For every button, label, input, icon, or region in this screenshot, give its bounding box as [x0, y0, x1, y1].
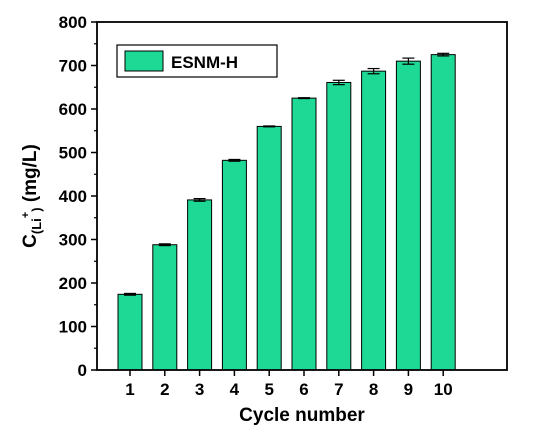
x-tick-label-9: 9	[404, 380, 413, 399]
y-tick-label-600: 600	[59, 100, 87, 119]
y-tick-label-0: 0	[78, 361, 87, 380]
bar-cycle-9	[395, 60, 421, 371]
y-tick-label-400: 400	[59, 187, 87, 206]
error-bar-cycle-7	[332, 79, 345, 86]
x-tick-label-7: 7	[334, 380, 343, 399]
bar-cycle-1	[117, 293, 143, 371]
y-axis-title: C(Li+) (mg/L)	[20, 144, 44, 248]
x-tick-label-4: 4	[230, 380, 240, 399]
x-tick-label-1: 1	[125, 380, 134, 399]
legend-swatch	[124, 50, 164, 72]
y-axis-title-sub: (Li	[29, 218, 44, 234]
y-axis-title-unit: (mg/L)	[20, 144, 41, 207]
error-bar-cycle-10	[437, 52, 450, 57]
y-tick-label-500: 500	[59, 144, 87, 163]
x-tick-label-3: 3	[195, 380, 204, 399]
error-bar-cycle-2	[158, 243, 171, 247]
error-bar-cycle-1	[124, 292, 136, 296]
x-axis: 1 2 3 4 5 6 7 8 9 10	[125, 370, 453, 399]
bar-cycle-3	[187, 199, 213, 371]
y-axis: 0 100 200 300 400 500 600 700 800	[59, 13, 97, 380]
y-tick-label-300: 300	[59, 231, 87, 250]
bar-cycle-2	[152, 244, 178, 371]
error-bar-cycle-4	[228, 158, 241, 162]
bar-cycle-5	[256, 125, 282, 371]
y-tick-label-800: 800	[59, 13, 87, 32]
y-axis-title-sub-close: )	[29, 207, 44, 211]
y-axis-title-main: C	[20, 234, 41, 248]
bars-group	[117, 54, 456, 371]
y-axis-title-sup: +	[20, 212, 32, 218]
error-bar-cycle-3	[193, 198, 206, 202]
bar-cycle-8	[361, 70, 387, 371]
error-bars-group	[124, 52, 450, 296]
bar-cycle-7	[326, 81, 352, 371]
error-bar-cycle-9	[402, 57, 415, 65]
x-tick-label-5: 5	[264, 380, 273, 399]
y-tick-label-700: 700	[59, 57, 87, 76]
x-tick-label-8: 8	[369, 380, 378, 399]
y-tick-label-200: 200	[59, 274, 87, 293]
x-axis-title: Cycle number	[239, 405, 365, 426]
x-tick-label-6: 6	[299, 380, 308, 399]
bar-cycle-4	[221, 159, 247, 371]
error-bar-cycle-5	[263, 125, 276, 128]
bar-cycle-6	[291, 97, 317, 371]
bar-cycle-10	[430, 54, 456, 371]
error-bar-cycle-6	[298, 97, 310, 100]
x-tick-label-10: 10	[434, 380, 453, 399]
error-bar-cycle-8	[367, 67, 380, 75]
x-tick-label-2: 2	[160, 380, 169, 399]
y-tick-label-100: 100	[59, 318, 87, 337]
legend-label: ESNM-H	[171, 53, 238, 72]
legend: ESNM-H	[116, 44, 278, 78]
